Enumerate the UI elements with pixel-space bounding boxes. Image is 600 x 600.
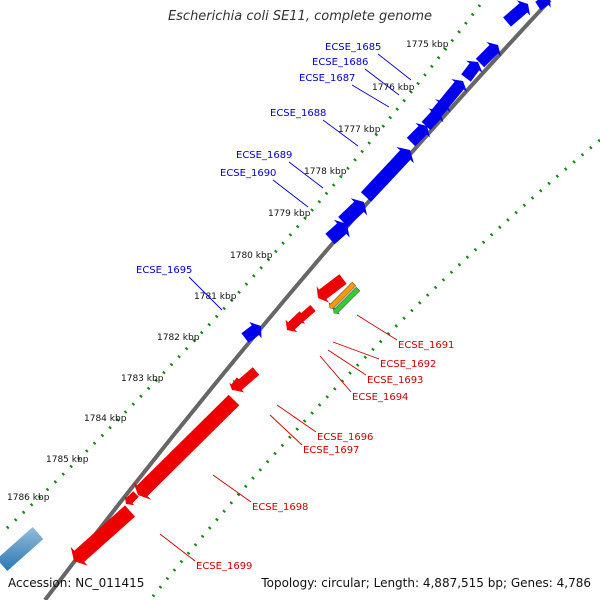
map-title: Escherichia coli SE11, complete genome [167, 9, 433, 24]
reverse-gene-arrow[interactable] [316, 274, 347, 303]
forward-label-leader [272, 179, 309, 208]
reverse-gene-label[interactable]: ECSE_1696 [317, 432, 373, 443]
ruler-tick-label: 1783 kbp [121, 374, 164, 384]
orange-gene-marker[interactable] [328, 281, 357, 310]
forward-gene-arrow[interactable] [338, 198, 368, 228]
forward-gene-arrow[interactable] [439, 79, 467, 108]
accession-info: Accession: NC_011415 [8, 576, 144, 590]
forward-gene-arrow[interactable] [421, 108, 444, 131]
label-leaders [159, 53, 412, 562]
ruler-tick-label: 1779 kbp [268, 209, 311, 219]
forward-label-leader [351, 84, 390, 108]
reverse-gene-label[interactable]: ECSE_1694 [352, 392, 408, 403]
forward-label-leader [288, 161, 324, 189]
reverse-gene-label[interactable]: ECSE_1699 [196, 561, 252, 572]
reverse-label-leader [159, 533, 196, 562]
forward-gene-arrow[interactable] [535, 0, 551, 11]
forward-gene-arrow[interactable] [0, 522, 47, 571]
forward-gene-arrow[interactable] [360, 147, 414, 202]
forward-label-leader [188, 276, 223, 311]
ruler-tick-label: 1782 kbp [157, 333, 200, 343]
forward-label-leader [377, 53, 412, 81]
length-label: Length: [373, 576, 420, 590]
forward-strand-genes[interactable] [0, 0, 551, 571]
forward-gene-arrow[interactable] [475, 42, 501, 68]
reverse-label-leader [319, 355, 352, 393]
ruler-tick-label: 1786 kbp [7, 493, 50, 503]
forward-gene-label[interactable]: ECSE_1688 [270, 108, 326, 119]
reverse-label-leader [212, 474, 252, 503]
forward-gene-arrow[interactable] [325, 219, 350, 245]
ruler-tick-label: 1777 kbp [338, 125, 381, 135]
forward-gene-arrow[interactable] [503, 0, 531, 27]
reverse-label-leader [356, 314, 398, 341]
reverse-gene-label[interactable]: ECSE_1692 [380, 359, 436, 370]
reverse-gene-label[interactable]: ECSE_1697 [303, 445, 359, 456]
genome-stats: Topology: circular; Length: 4,887,515 bp… [261, 576, 591, 590]
ruler-tick-label: 1775 kbp [406, 40, 449, 50]
forward-gene-label[interactable]: ECSE_1695 [136, 265, 192, 276]
forward-label-leader [322, 119, 359, 147]
forward-gene-arrow[interactable] [461, 60, 483, 82]
accession-label: Accession: [8, 576, 72, 590]
ruler-tick-label: 1784 kbp [84, 414, 127, 424]
green-gene-marker[interactable] [332, 286, 361, 315]
forward-gene-label[interactable]: ECSE_1686 [312, 57, 368, 68]
reverse-label-leader [332, 341, 380, 360]
reverse-gene-arrow[interactable] [133, 394, 240, 500]
reverse-gene-label[interactable]: ECSE_1691 [398, 340, 454, 351]
topology-label: Topology: [261, 576, 318, 590]
topology-value: circular [321, 576, 366, 590]
ruler-tick-label: 1781 kbp [194, 292, 237, 302]
reverse-gene-arrow[interactable] [70, 505, 135, 566]
reverse-label-leader [327, 349, 367, 376]
forward-gene-label[interactable]: ECSE_1687 [299, 73, 355, 84]
reverse-gene-arrow[interactable] [124, 491, 139, 506]
reverse-gene-label[interactable]: ECSE_1698 [252, 502, 308, 513]
ruler-tick-label: 1778 kbp [304, 167, 347, 177]
reverse-gene-arrow[interactable] [296, 305, 316, 324]
length-value: 4,887,515 bp [422, 576, 503, 590]
ruler-tick-label: 1780 kbp [230, 251, 273, 261]
reverse-label-leader [276, 404, 317, 433]
forward-gene-label[interactable]: ECSE_1689 [236, 150, 292, 161]
ruler-tick-label: 1776 kbp [372, 83, 415, 93]
forward-gene-arrow[interactable] [406, 123, 430, 147]
genes-label: Genes: [510, 576, 553, 590]
forward-gene-label[interactable]: ECSE_1690 [220, 168, 276, 179]
reverse-gene-arrow[interactable] [229, 377, 244, 392]
forward-gene-label[interactable]: ECSE_1685 [325, 42, 381, 53]
genome-backbone [43, 0, 552, 600]
gene-labels: ECSE_1685 ECSE_1686 ECSE_1687 ECSE_1688 ECSE… [136, 42, 454, 572]
inner-dotted-ring [148, 138, 600, 600]
accession-value: NC_011415 [75, 576, 145, 590]
reverse-gene-label[interactable]: ECSE_1693 [367, 375, 423, 386]
forward-gene-arrow[interactable] [241, 322, 262, 343]
ruler-ticks: 1775 kbp 1776 kbp 1777 kbp 1778 kbp 1779 kbp… [7, 40, 449, 503]
genes-value: 4,786 [556, 576, 591, 590]
ruler-tick-label: 1785 kbp [46, 455, 89, 465]
reverse-strand-genes[interactable] [70, 274, 361, 566]
forward-label-leader [364, 68, 400, 96]
reverse-label-leader [269, 414, 303, 446]
